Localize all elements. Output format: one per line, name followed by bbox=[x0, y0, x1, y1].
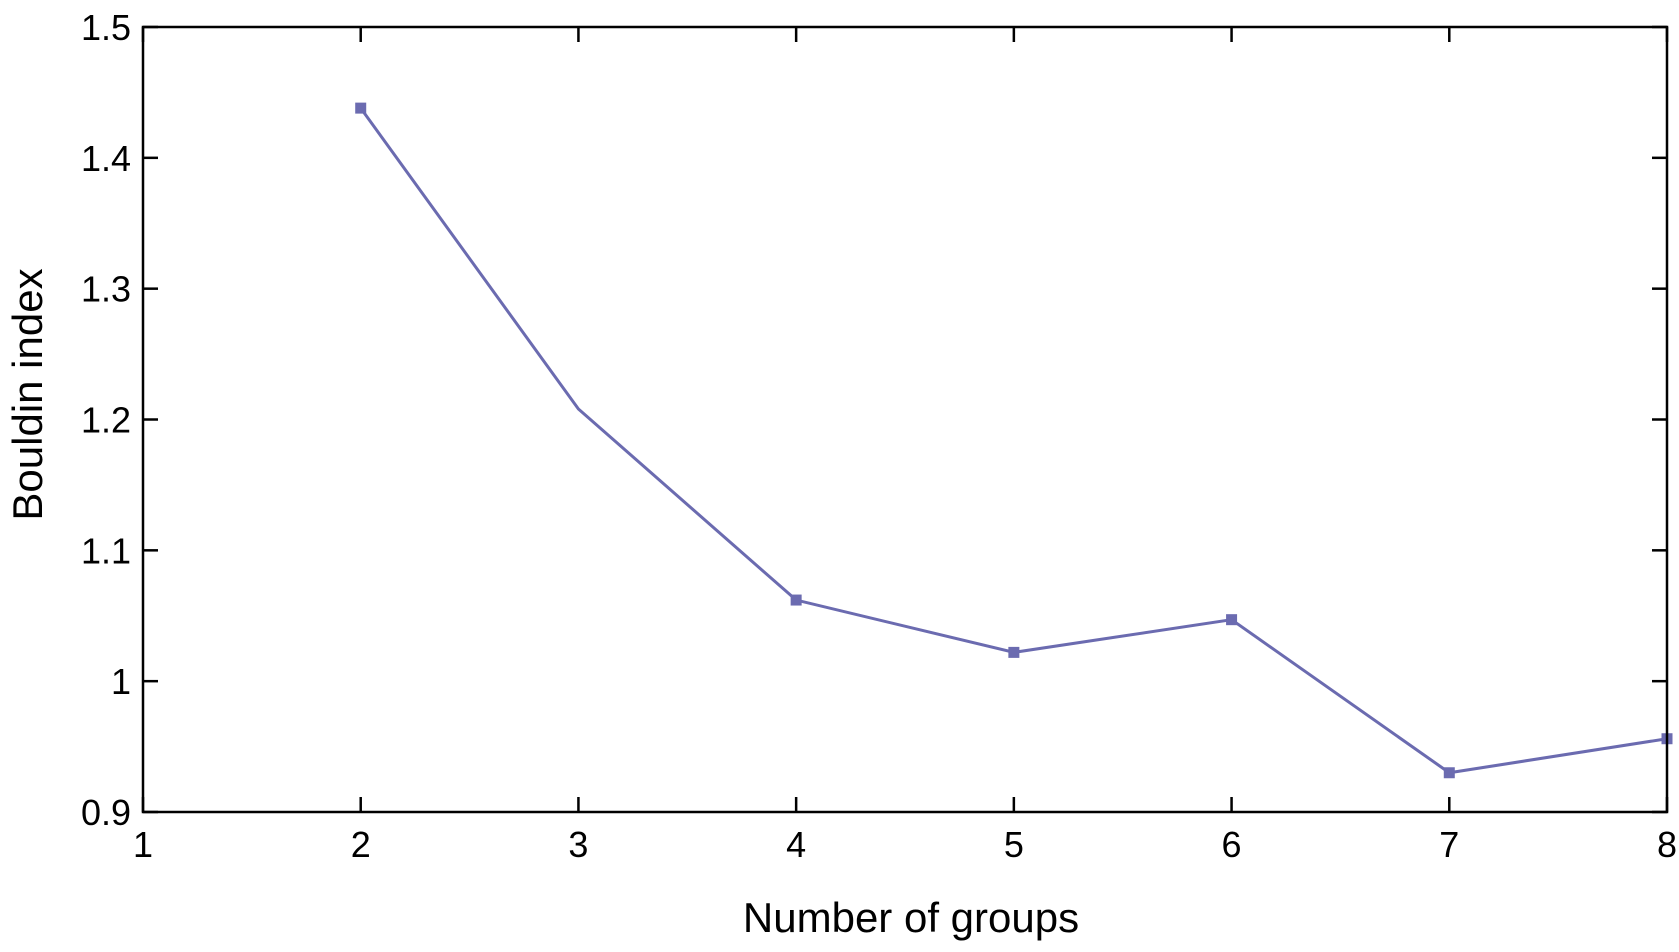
series-layer bbox=[355, 102, 1673, 779]
ticks-layer bbox=[141, 25, 1669, 814]
y-tick-label: 1 bbox=[111, 661, 131, 702]
x-tick-label: 3 bbox=[568, 824, 588, 865]
data-point-marker bbox=[1226, 614, 1238, 626]
x-tick-label: 8 bbox=[1657, 824, 1677, 865]
y-tick-label: 1.4 bbox=[81, 138, 131, 179]
y-tick-label: 1.3 bbox=[81, 269, 131, 310]
x-tick-label: 4 bbox=[786, 824, 806, 865]
y-tick-label: 0.9 bbox=[81, 792, 131, 833]
tick-label-layer: 1 2 3 4 5 6 7 80.911.11.21.31.41.5 bbox=[81, 7, 1677, 865]
y-axis-title: Bouldin index bbox=[4, 268, 51, 520]
y-tick-label: 1.2 bbox=[81, 400, 131, 441]
y-tick-label: 1.1 bbox=[81, 530, 131, 571]
x-tick-label: 5 bbox=[1004, 824, 1024, 865]
data-point-marker bbox=[1008, 646, 1020, 658]
x-tick-label: 2 bbox=[351, 824, 371, 865]
x-tick-label: 1 bbox=[133, 824, 153, 865]
y-tick-label: 1.5 bbox=[81, 7, 131, 48]
data-point-marker bbox=[790, 594, 802, 606]
x-tick-label: 6 bbox=[1222, 824, 1242, 865]
plot-frame bbox=[141, 25, 1669, 814]
series-line bbox=[359, 107, 1668, 775]
data-point-marker bbox=[1443, 767, 1455, 779]
data-point-marker bbox=[355, 102, 367, 114]
x-tick-label: 7 bbox=[1439, 824, 1459, 865]
x-axis-title: Number of groups bbox=[743, 894, 1079, 941]
